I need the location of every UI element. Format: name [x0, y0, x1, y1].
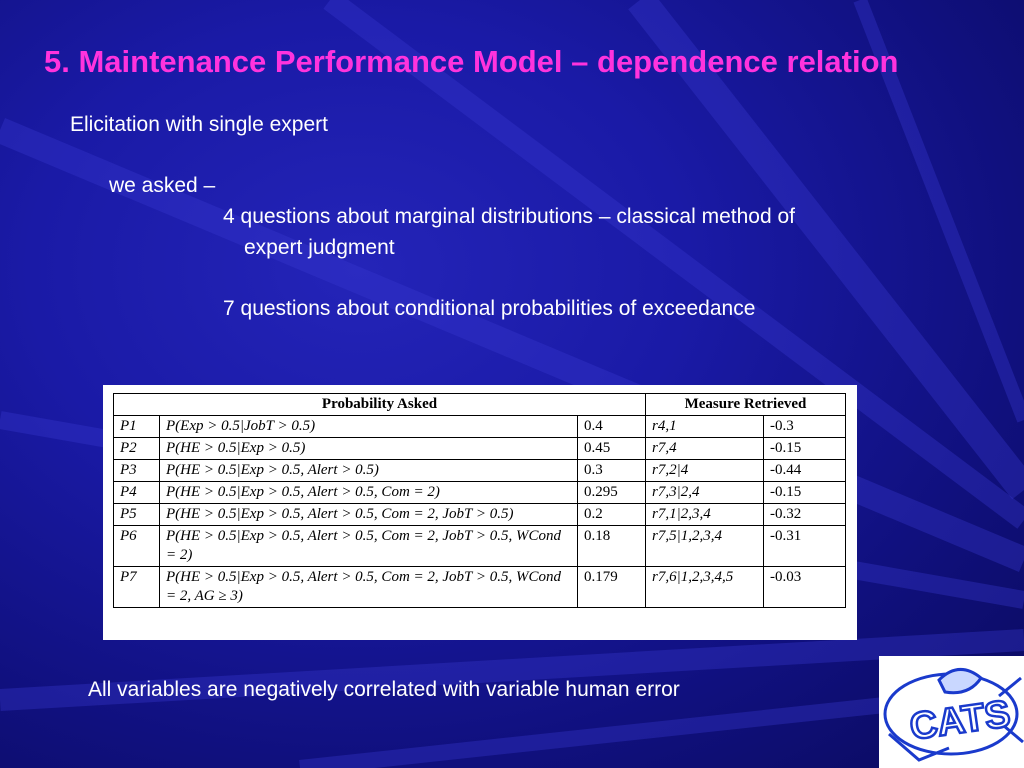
- subtitle: Elicitation with single expert: [70, 113, 328, 136]
- logo-text: CATS: [907, 693, 1012, 749]
- row-id: P1: [113, 415, 160, 438]
- row-measure: r7,1|2,3,4: [645, 503, 764, 526]
- question-marginal-cont: expert judgment: [244, 236, 395, 259]
- row-measure: r7,5|1,2,3,4: [645, 525, 764, 567]
- cats-logo: CATS: [879, 656, 1024, 768]
- slide-title: 5. Maintenance Performance Model – depen…: [44, 44, 899, 79]
- table-row: P1 P(Exp > 0.5|JobT > 0.5) 0.4 r4,1 -0.3: [113, 415, 846, 438]
- row-id: P5: [113, 503, 160, 526]
- row-probability: P(HE > 0.5|Exp > 0.5, Alert > 0.5, Com =…: [159, 525, 578, 567]
- row-probability: P(HE > 0.5|Exp > 0.5, Alert > 0.5): [159, 459, 578, 482]
- row-probability: P(HE > 0.5|Exp > 0.5, Alert > 0.5, Com =…: [159, 481, 578, 504]
- row-coefficient: -0.32: [763, 503, 846, 526]
- row-value: 0.179: [577, 566, 646, 608]
- row-probability: P(HE > 0.5|Exp > 0.5, Alert > 0.5, Com =…: [159, 566, 578, 608]
- header-probability-asked: Probability Asked: [113, 393, 646, 416]
- row-measure: r7,4: [645, 437, 764, 460]
- row-probability: P(Exp > 0.5|JobT > 0.5): [159, 415, 578, 438]
- row-value: 0.2: [577, 503, 646, 526]
- row-value: 0.45: [577, 437, 646, 460]
- table-row: P7 P(HE > 0.5|Exp > 0.5, Alert > 0.5, Com…: [113, 566, 846, 608]
- row-coefficient: -0.03: [763, 566, 846, 608]
- table-row: P3 P(HE > 0.5|Exp > 0.5, Alert > 0.5) 0.3 r…: [113, 459, 846, 482]
- row-coefficient: -0.3: [763, 415, 846, 438]
- row-probability: P(HE > 0.5|Exp > 0.5, Alert > 0.5, Com =…: [159, 503, 578, 526]
- table-header: Probability Asked Measure Retrieved: [113, 393, 846, 416]
- question-marginal: 4 questions about marginal distributions…: [223, 205, 795, 228]
- row-id: P6: [113, 525, 160, 567]
- probability-table: Probability Asked Measure Retrieved P1 P(…: [103, 385, 857, 640]
- row-id: P4: [113, 481, 160, 504]
- row-coefficient: -0.44: [763, 459, 846, 482]
- footer-note: All variables are negatively correlated …: [88, 678, 680, 701]
- asked-label: we asked –: [109, 174, 216, 197]
- table-row: P5 P(HE > 0.5|Exp > 0.5, Alert > 0.5, Com…: [113, 503, 846, 526]
- row-value: 0.295: [577, 481, 646, 504]
- row-id: P2: [113, 437, 160, 460]
- row-measure: r7,3|2,4: [645, 481, 764, 504]
- row-id: P3: [113, 459, 160, 482]
- table-row: P2 P(HE > 0.5|Exp > 0.5) 0.45 r7,4 -0.15: [113, 437, 846, 460]
- row-measure: r7,2|4: [645, 459, 764, 482]
- row-coefficient: -0.31: [763, 525, 846, 567]
- row-value: 0.18: [577, 525, 646, 567]
- row-id: P7: [113, 566, 160, 608]
- row-probability: P(HE > 0.5|Exp > 0.5): [159, 437, 578, 460]
- table-body: P1 P(Exp > 0.5|JobT > 0.5) 0.4 r4,1 -0.3 P2 P(…: [113, 415, 846, 608]
- table-row: P6 P(HE > 0.5|Exp > 0.5, Alert > 0.5, Com…: [113, 525, 846, 567]
- header-measure-retrieved: Measure Retrieved: [645, 393, 846, 416]
- row-measure: r7,6|1,2,3,4,5: [645, 566, 764, 608]
- question-conditional: 7 questions about conditional probabilit…: [223, 297, 756, 320]
- row-coefficient: -0.15: [763, 481, 846, 504]
- row-coefficient: -0.15: [763, 437, 846, 460]
- row-value: 0.4: [577, 415, 646, 438]
- table-row: P4 P(HE > 0.5|Exp > 0.5, Alert > 0.5, Com…: [113, 481, 846, 504]
- row-value: 0.3: [577, 459, 646, 482]
- row-measure: r4,1: [645, 415, 764, 438]
